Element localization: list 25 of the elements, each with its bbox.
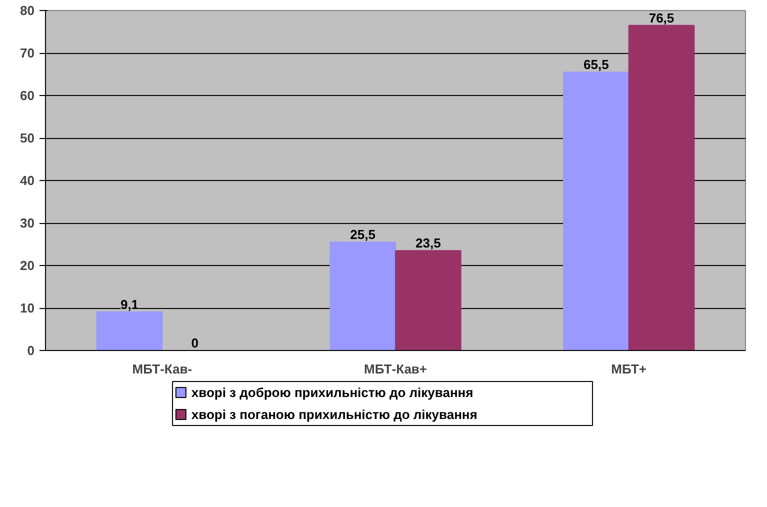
bar: [96, 311, 163, 350]
y-tick-label: 40: [20, 173, 35, 188]
y-tick-label: 60: [20, 88, 35, 103]
y-tick-label: 80: [20, 3, 35, 18]
y-tick-label: 0: [27, 343, 35, 358]
x-tick-label: МБТ+: [611, 362, 647, 376]
data-label: 23,5: [416, 236, 441, 251]
data-label: 0: [191, 336, 198, 350]
bar: [628, 24, 695, 350]
y-tick-label: 50: [20, 130, 35, 146]
x-tick-label: МБТ-Кав-: [132, 362, 192, 376]
y-tick-label: 10: [20, 300, 35, 316]
y-tick-label: 30: [20, 216, 35, 230]
legend-label: хворі з поганою прихильністю до лікування: [191, 407, 478, 422]
data-label: 9,1: [120, 296, 139, 312]
data-label: 25,5: [350, 227, 376, 242]
bar: [395, 250, 462, 350]
x-tick-label: МБТ-Кав+: [364, 362, 428, 376]
y-tick-label: 20: [20, 258, 35, 273]
bar: [563, 72, 630, 350]
legend-label: хворі з доброю прихильністю до лікування: [191, 385, 474, 400]
y-tick-label: 70: [20, 46, 35, 60]
bar: [330, 242, 396, 350]
data-label: 76,5: [648, 10, 674, 26]
data-label: 65,5: [584, 57, 609, 72]
